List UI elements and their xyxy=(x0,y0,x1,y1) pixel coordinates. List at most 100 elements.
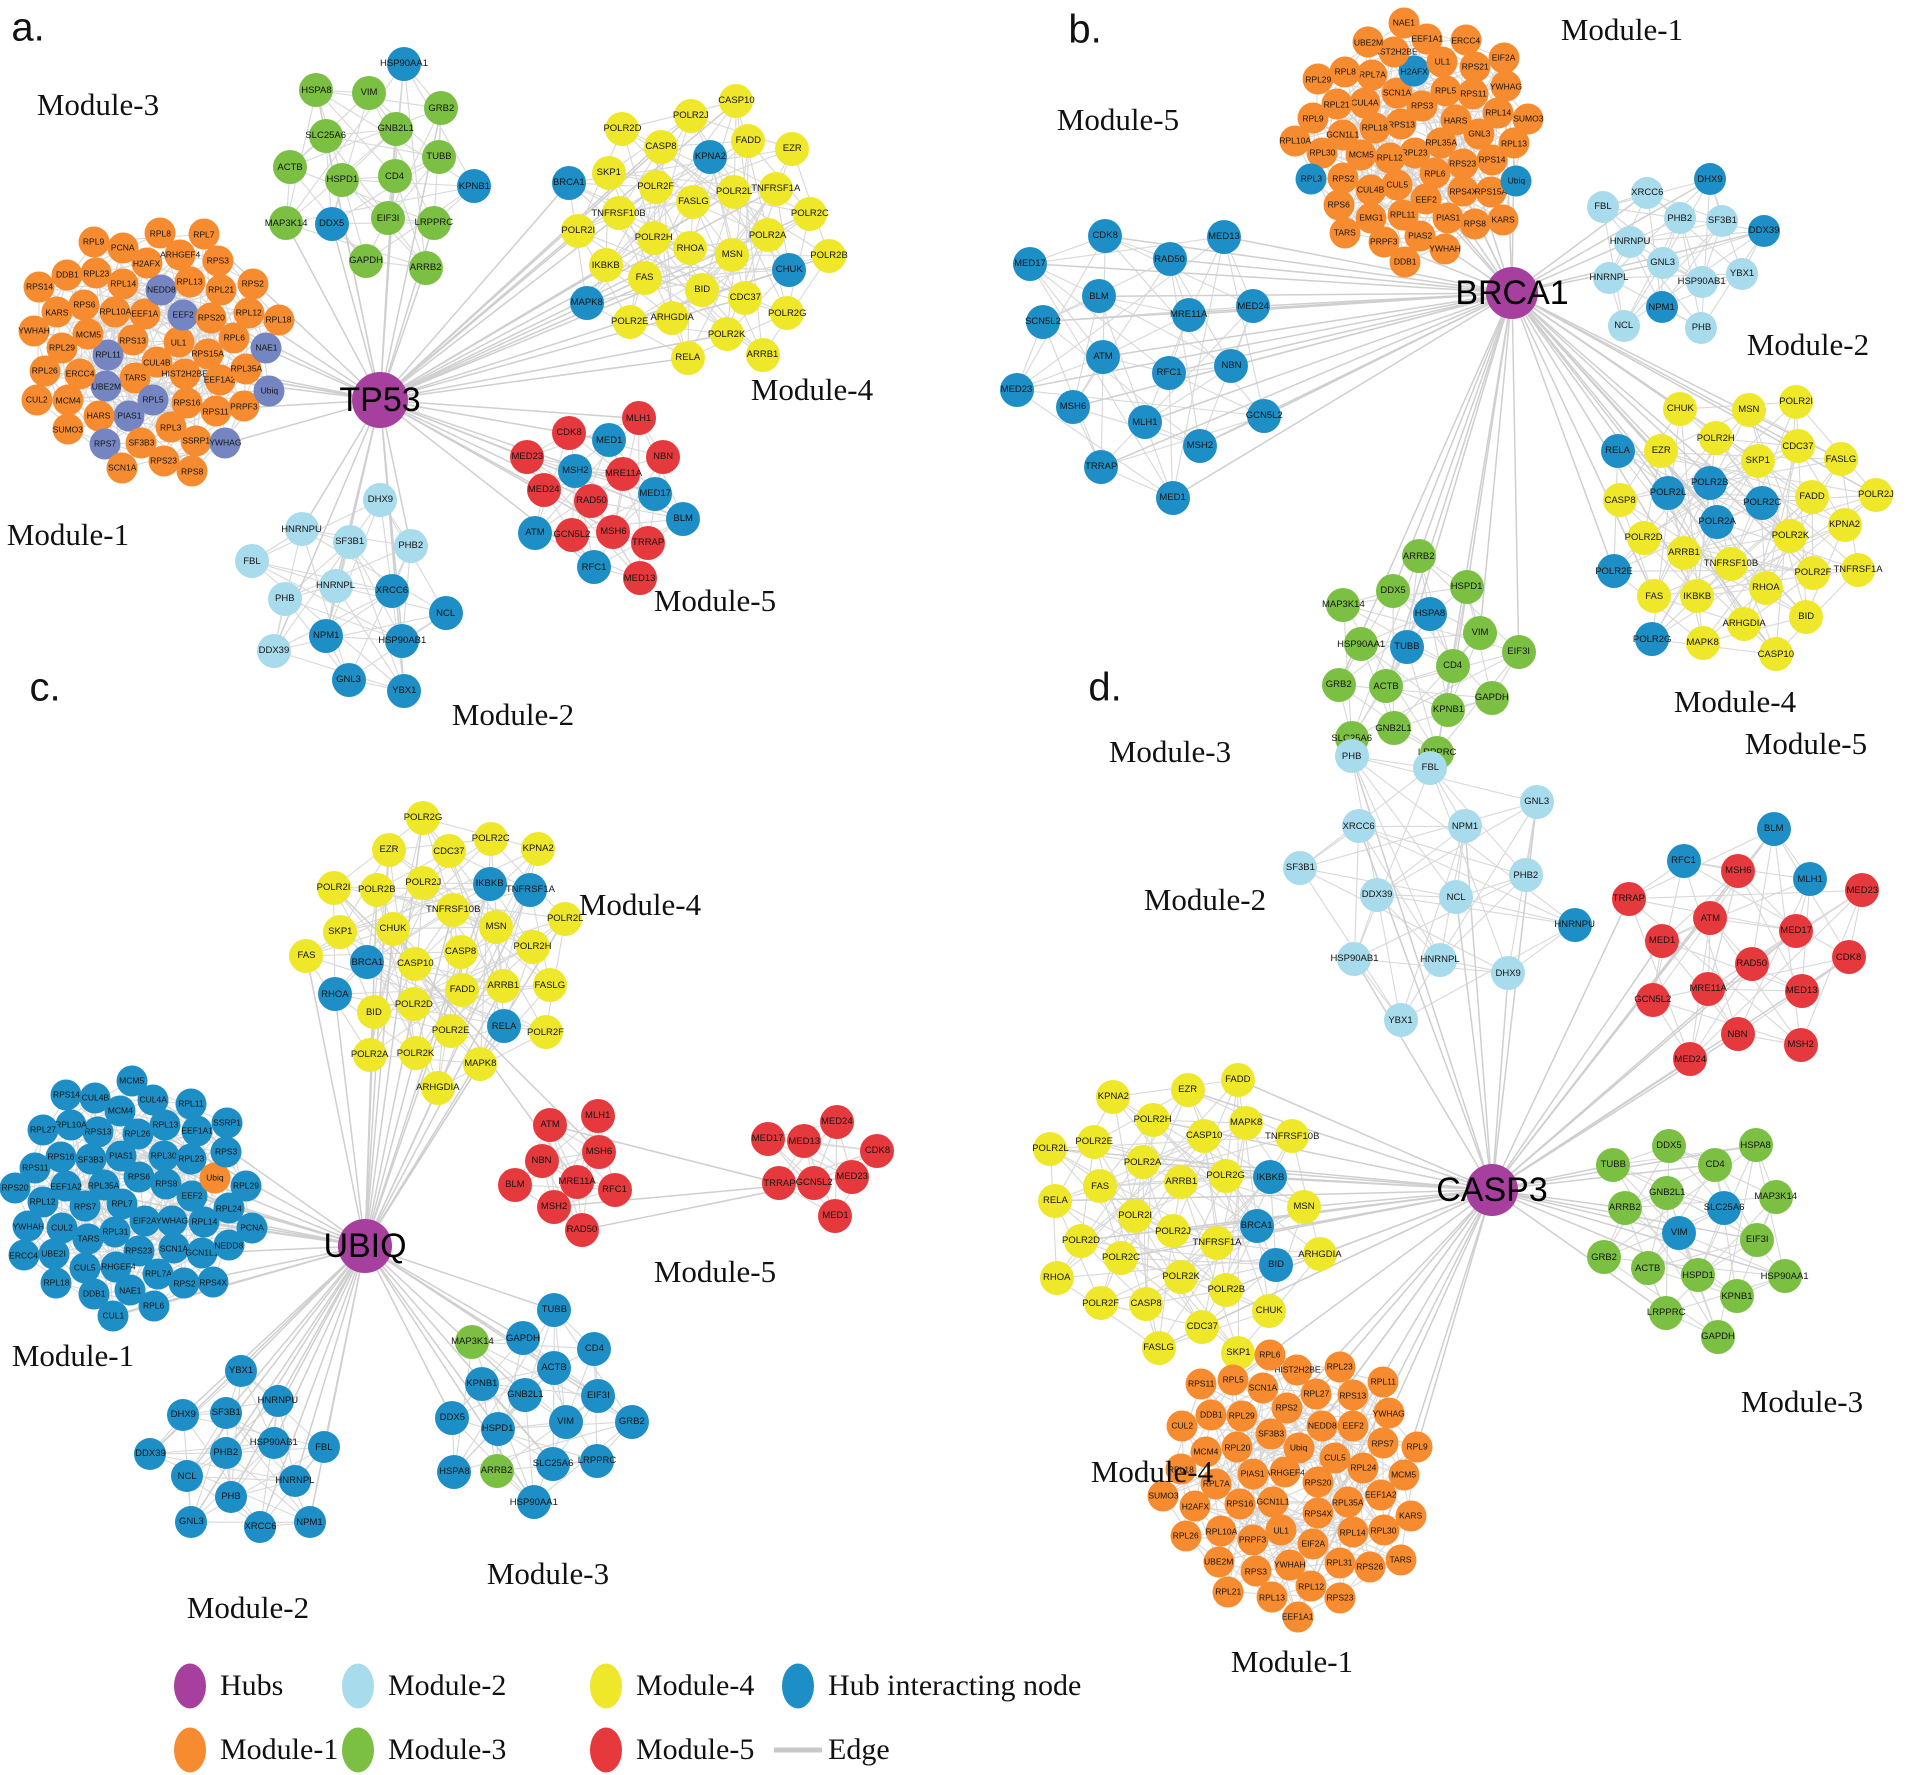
node-PHB[interactable]: PHB xyxy=(1685,312,1718,345)
node-RPL7A[interactable]: RPL7A xyxy=(142,1258,174,1290)
node-RPL20[interactable]: RPL20 xyxy=(1221,1431,1253,1463)
node-GAPDH[interactable]: GAPDH xyxy=(505,1321,540,1356)
node-GCN1L1[interactable]: GCN1L1 xyxy=(1256,1486,1290,1517)
node-CDC37[interactable]: CDC37 xyxy=(431,834,466,869)
node-EZR[interactable]: EZR xyxy=(775,131,810,166)
node-RPS26[interactable]: RPS26 xyxy=(1354,1551,1386,1583)
node-CUL5[interactable]: CUL5 xyxy=(69,1252,101,1284)
node-HIST2H2BE[interactable]: HIST2H2BE xyxy=(1274,1354,1321,1386)
node-MED1[interactable]: MED1 xyxy=(818,1198,853,1233)
node-FADD[interactable]: FADD xyxy=(445,972,480,1007)
node-UL1[interactable]: UL1 xyxy=(1265,1514,1297,1546)
node-RPL10A[interactable]: RPL10A xyxy=(1279,125,1311,157)
node-RPL9[interactable]: RPL9 xyxy=(78,226,110,258)
node-POLR2J[interactable]: POLR2J xyxy=(405,865,441,900)
node-YBX1[interactable]: YBX1 xyxy=(1383,1003,1418,1038)
node-MAP3K14[interactable]: MAP3K14 xyxy=(1322,587,1365,622)
node-NBN[interactable]: NBN xyxy=(1720,1017,1755,1052)
node-YWHAG[interactable]: YWHAG xyxy=(156,1205,188,1237)
node-YWHAG[interactable]: YWHAG xyxy=(209,427,241,459)
node-HSPD1[interactable]: HSPD1 xyxy=(480,1411,515,1446)
node-POLR2J[interactable]: POLR2J xyxy=(673,98,709,133)
node-RPL6[interactable]: RPL6 xyxy=(138,1290,170,1322)
node-RPS3[interactable]: RPS3 xyxy=(210,1136,242,1168)
node-TRRAP[interactable]: TRRAP xyxy=(1084,449,1119,484)
node-FADD[interactable]: FADD xyxy=(1795,480,1830,515)
node-EIF3I[interactable]: EIF3I xyxy=(581,1378,616,1413)
node-RPL21[interactable]: RPL21 xyxy=(205,274,237,306)
node-POLR2I[interactable]: POLR2I xyxy=(316,870,351,905)
node-CUL2[interactable]: CUL2 xyxy=(46,1212,78,1244)
node-UBE2M[interactable]: UBE2M xyxy=(1203,1546,1235,1578)
node-RPS20[interactable]: RPS20 xyxy=(0,1172,31,1204)
node-RPL30[interactable]: RPL30 xyxy=(1368,1514,1400,1546)
node-GNL3[interactable]: GNL3 xyxy=(175,1506,208,1539)
node-GNL3[interactable]: GNL3 xyxy=(1463,118,1495,150)
node-CDC37[interactable]: CDC37 xyxy=(1780,429,1815,464)
node-RFC1[interactable]: RFC1 xyxy=(597,1172,632,1207)
node-BRCA1[interactable]: BRCA1 xyxy=(1239,1208,1274,1243)
node-MED17[interactable]: MED17 xyxy=(1012,246,1047,281)
node-POLR2H[interactable]: POLR2H xyxy=(514,929,552,964)
node-EIF2A[interactable]: EIF2A xyxy=(1297,1528,1329,1560)
node-NBN[interactable]: NBN xyxy=(1214,349,1249,384)
node-RAD50[interactable]: RAD50 xyxy=(574,484,609,519)
node-POLR2B[interactable]: POLR2B xyxy=(810,239,848,273)
node-VIM[interactable]: VIM xyxy=(548,1405,583,1440)
node-POLR2E[interactable]: POLR2E xyxy=(611,304,649,339)
node-HNRNPU[interactable]: HNRNPU xyxy=(257,1384,298,1417)
node-ARRB2[interactable]: ARRB2 xyxy=(1607,1191,1642,1226)
node-MSN[interactable]: MSN xyxy=(1731,393,1766,428)
node-RPL27[interactable]: RPL27 xyxy=(1300,1378,1332,1410)
node-MAPK8[interactable]: MAPK8 xyxy=(1685,625,1720,660)
node-POLR2G[interactable]: POLR2G xyxy=(1633,622,1671,657)
node-CUL2[interactable]: CUL2 xyxy=(1166,1410,1198,1442)
node-MSH2[interactable]: MSH2 xyxy=(1783,1028,1818,1063)
node-RPS20[interactable]: RPS20 xyxy=(1302,1466,1334,1498)
node-RPL26[interactable]: RPL26 xyxy=(29,355,61,387)
node-CASP10[interactable]: CASP10 xyxy=(1758,637,1794,672)
node-RPS4X[interactable]: RPS4X xyxy=(1302,1497,1334,1529)
node-KPNB1[interactable]: KPNB1 xyxy=(464,1366,499,1401)
node-TRRAP[interactable]: TRRAP xyxy=(1611,881,1646,916)
node-MED1[interactable]: MED1 xyxy=(592,423,627,458)
node-NCL[interactable]: NCL xyxy=(1439,880,1474,915)
node-NEDD8[interactable]: NEDD8 xyxy=(145,274,177,306)
node-TNFRSF10B[interactable]: TNFRSF10B xyxy=(1265,1119,1319,1154)
node-ATM[interactable]: ATM xyxy=(517,515,552,550)
node-TNFRSF10B[interactable]: TNFRSF10B xyxy=(426,893,480,928)
node-CDC37[interactable]: CDC37 xyxy=(1185,1310,1220,1345)
node-IKBKB[interactable]: IKBKB xyxy=(472,866,507,901)
node-ARRB2[interactable]: ARRB2 xyxy=(1401,539,1436,574)
node-PHB2[interactable]: PHB2 xyxy=(209,1436,242,1469)
node-Ubiq[interactable]: Ubiq xyxy=(1283,1432,1315,1464)
node-ARHGDIA[interactable]: ARHGDIA xyxy=(1722,606,1766,641)
node-MSH6[interactable]: MSH6 xyxy=(1721,854,1756,889)
node-MED23[interactable]: MED23 xyxy=(835,1160,870,1195)
node-SF3B1[interactable]: SF3B1 xyxy=(210,1397,243,1430)
node-DHX9[interactable]: DHX9 xyxy=(363,483,398,518)
node-NAE1[interactable]: NAE1 xyxy=(1388,7,1420,39)
node-RPS3[interactable]: RPS3 xyxy=(202,245,234,277)
node-PHB[interactable]: PHB xyxy=(1334,739,1369,774)
node-FASLG[interactable]: FASLG xyxy=(1823,442,1858,477)
node-TARS[interactable]: TARS xyxy=(1385,1544,1417,1576)
node-RAD50[interactable]: RAD50 xyxy=(1734,947,1769,982)
node-SCN5L2[interactable]: SCN5L2 xyxy=(1025,304,1061,339)
node-RPL8[interactable]: RPL8 xyxy=(144,217,176,249)
node-POLR2J[interactable]: POLR2J xyxy=(1858,477,1894,512)
node-RPS14[interactable]: RPS14 xyxy=(50,1079,82,1111)
node-SF3B3[interactable]: SF3B3 xyxy=(1255,1418,1287,1450)
node-SCN1A[interactable]: SCN1A xyxy=(106,452,138,484)
node-CD4[interactable]: CD4 xyxy=(377,159,412,194)
node-RHOA[interactable]: RHOA xyxy=(1039,1261,1074,1296)
node-ARRB2[interactable]: ARRB2 xyxy=(479,1453,514,1488)
node-RELA[interactable]: RELA xyxy=(1600,434,1635,469)
node-SUMO3[interactable]: SUMO3 xyxy=(1512,103,1544,135)
node-POLR2F[interactable]: POLR2F xyxy=(1794,556,1831,591)
node-SLC25A6[interactable]: SLC25A6 xyxy=(533,1446,573,1481)
node-PHB2[interactable]: PHB2 xyxy=(393,529,428,564)
node-TARS[interactable]: TARS xyxy=(72,1223,104,1255)
node-SSRP1[interactable]: SSRP1 xyxy=(211,1107,243,1139)
node-RHOA[interactable]: RHOA xyxy=(673,231,708,266)
